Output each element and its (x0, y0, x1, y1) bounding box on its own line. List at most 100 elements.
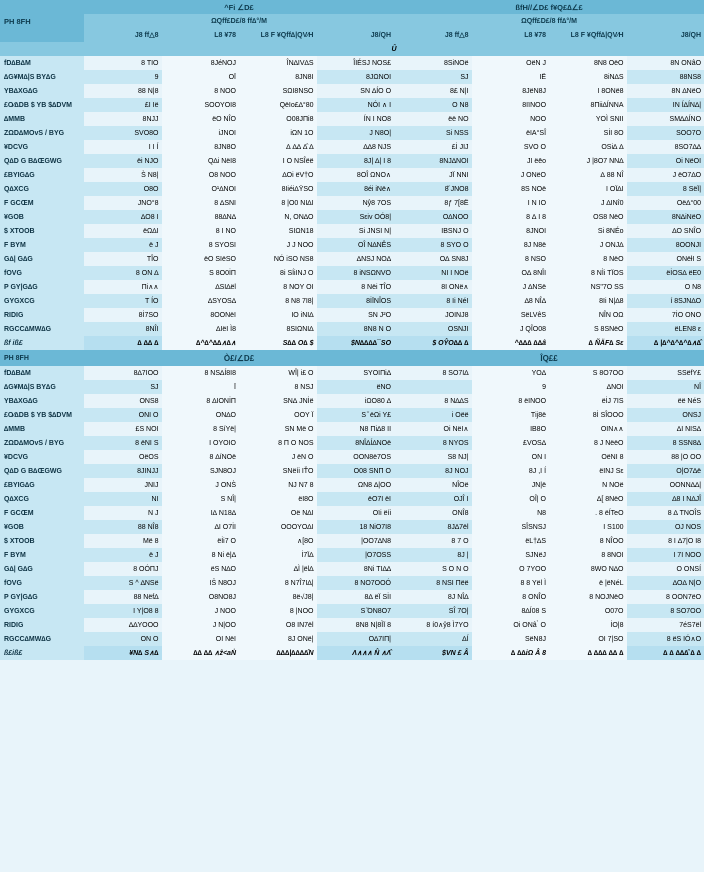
data-cell: ^∆∆∆ ∆∆â (472, 336, 550, 350)
data-cell: 8J| ∆| I 8 (317, 154, 395, 168)
data-cell: 8SiNOë (394, 56, 472, 70)
group-label-right: ßfH//∠D£ f¥Q£∆∠£ (394, 0, 704, 14)
data-cell: OÏ (162, 70, 240, 84)
data-cell (394, 380, 472, 394)
data-cell: 8SO7∆∆ (627, 140, 704, 154)
table-row: ∆G¥M∆|S BY∆G9OÏ8JN8I8JΩNOISJIË8iN∆S88NS8 (0, 70, 704, 84)
data-cell: SN Më O (239, 422, 317, 436)
table-row: Q∆D G B∆ŒGWGëi NJOQ∆i NëI8I O NSÎëë8J| ∆… (0, 154, 704, 168)
data-cell: 8Πii∆ÍNNA (549, 98, 627, 112)
data-cell: Oïi ëíi (317, 506, 395, 520)
data-cell: ëO NÎO (162, 112, 240, 126)
data-cell: Oi ONâ ̀ O (472, 618, 550, 632)
data-cell: 8 NSI Πëë (394, 576, 472, 590)
data-cell: T ÍO (84, 294, 162, 308)
data-cell: JN|ë (472, 478, 550, 492)
data-cell: O N8 (394, 98, 472, 112)
country-cell: P GY|G∆G (0, 280, 84, 294)
data-cell: 8OÎ ΩNO∧ (317, 168, 395, 182)
data-cell: Oi NëOI (627, 154, 704, 168)
data-cell: S∆∆ O∆ $ (239, 336, 317, 350)
data-cell: O∆ 8NÎI (472, 266, 550, 280)
data-cell: O 7YOO (472, 562, 550, 576)
table-row: £O⁄∆DB $ YB $∆DVMONI OON∆OOOY ÏS ̌ ëΩi Y… (0, 408, 704, 422)
data-cell: 8JëN8J (472, 84, 550, 98)
section-label-left: Ò£/∠D£ (84, 350, 394, 366)
country-cell: F GCŒM (0, 506, 84, 520)
data-cell: 88 N|8 (84, 84, 162, 98)
data-cell: Oë∆°00 (627, 196, 704, 210)
data-cell: |OO7∆N8 (317, 534, 395, 548)
table-row: RIDIG8İ7SO8OONëI IO iNI∆SN J²OJOINJ8SëLV… (0, 308, 704, 322)
data-cell: iΩN 1O (239, 126, 317, 140)
data-cell: 88∆N∆ (162, 210, 240, 224)
data-cell: Nŷ8 7OS (317, 196, 395, 210)
data-cell: 8 ON ∆ (84, 266, 162, 280)
data-cell: SOOYOI8 (162, 98, 240, 112)
data-cell: 8 SíYë| (162, 422, 240, 436)
table-row: $ XTOOBMë 8ëİi7 O∧[8O|OO7∆N88 7 OëL†∆S8 … (0, 534, 704, 548)
data-cell: 88 NÎ8 (84, 520, 162, 534)
data-cell: ∆NSJ NO∆ (317, 252, 395, 266)
data-cell: S O N O (394, 562, 472, 576)
country-cell: ¥DCVG (0, 140, 84, 154)
table-row: £O⁄∆DB $ YB $∆DVM£I IëSOOYOI8QëIo£∆°80NÓ… (0, 98, 704, 112)
data-cell: JNO°8 (84, 196, 162, 210)
section-label-right: ÎQ££ (394, 350, 704, 366)
country-cell: ∆G¥M∆|S BY∆G (0, 380, 84, 394)
data-cell: O∆7IΠ| (317, 632, 395, 646)
table-row: YB∆XG∆G88 N|88 NOOSΩI8NSOSN ∆ÍO O8£ N|I8… (0, 84, 704, 98)
data-cell: 8 ∆SNI (162, 196, 240, 210)
data-cell: Q∆i NëI8 (162, 154, 240, 168)
data-cell: 8JN8O (162, 140, 240, 154)
data-cell: 8IïNOO (472, 98, 550, 112)
data-cell: S 8SNëO (549, 322, 627, 336)
data-cell: S8 NJ| (394, 450, 472, 464)
table-row: G∆| G∆GTÎOëO SIëSONÓ iSO NS8∆NSJ NO∆O∆ S… (0, 252, 704, 266)
data-cell: Sεiv OÓ8| (317, 210, 395, 224)
data-cell: I∆ N18∆ (162, 506, 240, 520)
data-cell: J ëN O (239, 450, 317, 464)
data-cell: I N IO (472, 196, 550, 210)
country-cell: ßf iß£ (0, 336, 84, 350)
data-cell: ONÎ8 (394, 506, 472, 520)
table-row: ¥DCVGOëOS8 ∆íNOëJ ëN OOON8ë7OSS8 NJ|ON I… (0, 450, 704, 464)
data-cell: OëOS (84, 450, 162, 464)
data-cell: J ∆NSë (472, 280, 550, 294)
data-cell: 8 8 Yël Ì (472, 576, 550, 590)
country-cell: GYGXCG (0, 294, 84, 308)
data-cell: ëİOS∆ ëE0 (627, 266, 704, 280)
col-label: J8 ff△8 (84, 28, 162, 42)
data-cell: 8J | (394, 548, 472, 562)
data-cell: 8OONëI (162, 308, 240, 322)
data-cell: QëIo£∆°80 (239, 98, 317, 112)
data-cell: 8OONJI (627, 238, 704, 252)
country-cell: ZΩD∆MOvS / BYG (0, 126, 84, 140)
data-cell: ëİJ 7IS (549, 394, 627, 408)
data-cell: 8İÏNÎOS (317, 294, 395, 308)
data-cell: 7éS7ël (627, 618, 704, 632)
data-cell: 9 (84, 70, 162, 84)
data-cell: ∆∆YOOO (84, 618, 162, 632)
data-cell: 8 NÌi TÏOS (549, 266, 627, 280)
table-row: ∆MMB£S NOI8 SíYë|SN Më ON8 Πi∆8 IIOi NëI… (0, 422, 704, 436)
data-cell: SM∆∆ÍNO (627, 112, 704, 126)
data-cell: SVO O (472, 140, 550, 154)
data-cell: S 8O0İΠ (162, 266, 240, 280)
table-row: GYGXCGT ÍO∆SYOS∆8 N8 7I8|8İÏNÎOS8 Ii NéI… (0, 294, 704, 308)
data-cell: NOO (472, 112, 550, 126)
data-cell: JOINJ8 (394, 308, 472, 322)
table-row: F BYMë J8 Ni ë|∆İ7Ï∆|O7OSS8J |SJNëJ8 8NO… (0, 548, 704, 562)
sub-label-right: ΩQff£D£/8 ff∆°/M (472, 14, 627, 28)
data-cell: O ONSÍ (627, 562, 704, 576)
data-cell: 8 I ∆7|O I8 (627, 534, 704, 548)
data-cell: Πi∧∧ (84, 280, 162, 294)
data-cell: Tĳ8ë (472, 408, 550, 422)
data-cell: J J NOO (239, 238, 317, 252)
data-cell: 8İ SÎOOO (549, 408, 627, 422)
data-cell: 8 Nëi TÎO (317, 280, 395, 294)
data-cell: OÎ| O (472, 492, 550, 506)
header-col-row: J8 ff△8L8 ¥78L8 F ¥Qff∆|QV⁄HJ8/QHJ8 ff△8… (0, 28, 704, 42)
country-cell: G∆| G∆G (0, 252, 84, 266)
data-cell: OS8 NëO (549, 210, 627, 224)
